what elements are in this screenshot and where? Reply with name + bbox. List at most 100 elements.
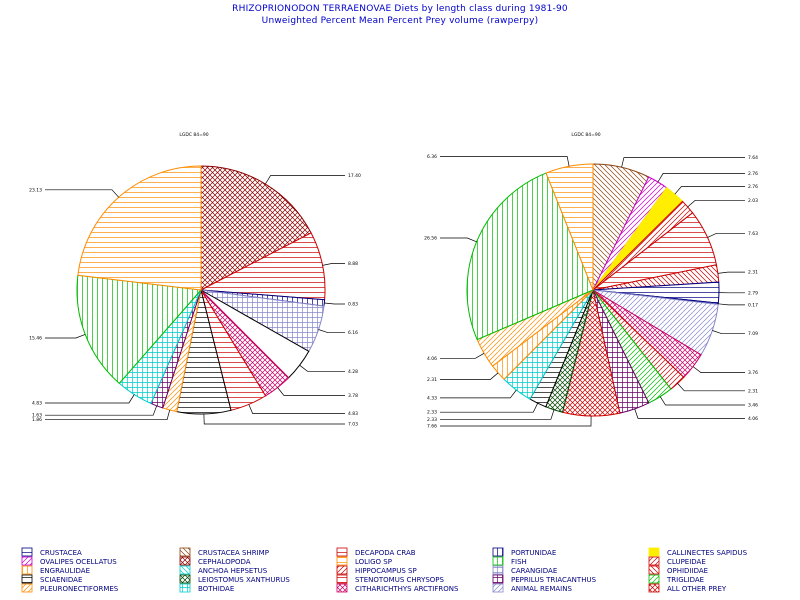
- leader-line: [277, 387, 345, 396]
- pie-title: LGDC 84=90: [571, 132, 600, 138]
- legend-label: ANIMAL REMAINS: [511, 585, 572, 593]
- chart-title: RHIZOPRIONODON TERRAENOVAE Diets by leng…: [232, 4, 568, 14]
- legend-label: TRIGLIDAE: [666, 576, 704, 584]
- legend-swatch: [648, 565, 660, 575]
- legend-label: STENOTOMUS CHRYSOPS: [355, 576, 445, 584]
- slice-value-label: 0.83: [348, 302, 358, 308]
- legend-item-hippocampus-sp: HIPPOCAMPUS SP: [336, 565, 417, 575]
- slice-value-label: 3.46: [748, 403, 758, 409]
- leader-line: [322, 263, 345, 266]
- legend-swatch: [21, 583, 33, 593]
- legend-item-loligo-sp: LOLIGO SP: [336, 556, 392, 566]
- legend-item-all-other-prey: ALL OTHER PREY: [648, 583, 727, 593]
- leader-line: [440, 156, 570, 167]
- legend-item-cephalopoda: CEPHALOPODA: [179, 556, 251, 566]
- slice-value-label: 15.46: [29, 335, 42, 341]
- slice-value-label: 6.36: [427, 154, 437, 160]
- leader-line: [717, 271, 745, 274]
- leader-line: [440, 389, 517, 399]
- slice-value-label: 2.31: [748, 388, 758, 394]
- slice-value-label: 3.76: [748, 370, 758, 376]
- pie-slice-fish: [76, 274, 203, 384]
- leader-line: [45, 394, 135, 404]
- leader-line: [324, 302, 345, 305]
- slice-value-label: 7.64: [748, 155, 758, 161]
- slice-value-label: 26.56: [424, 236, 437, 242]
- slice-value-label: 4.06: [427, 356, 437, 362]
- legend-swatch: [336, 583, 348, 593]
- leader-line: [674, 186, 745, 195]
- pie-chart-right: LGDC 84=90 7.64 2.76 2.76 2.03 7.63 2.31 2.79 0.…: [424, 132, 758, 429]
- legend-label: BOTHIDAE: [198, 585, 234, 593]
- slice-value-label: 4.83: [32, 400, 42, 406]
- legend-swatch: [492, 556, 504, 566]
- legend-swatch: [492, 565, 504, 575]
- legend-swatch: [648, 556, 660, 566]
- legend-item-ovalipes-ocellatus: OVALIPES OCELLATUS: [21, 556, 117, 566]
- legend-swatch: [179, 556, 191, 566]
- slice-value-label: 2.33: [427, 410, 437, 416]
- leader-line: [687, 199, 745, 208]
- slice-value-label: 2.31: [427, 377, 437, 383]
- legend-swatch: [492, 547, 504, 557]
- legend-item-clupeidae: CLUPEIDAE: [648, 556, 706, 566]
- chart-header: RHIZOPRIONODON TERRAENOVAE Diets by leng…: [0, 3, 800, 27]
- legend-swatch: [648, 574, 660, 584]
- slice-value-label: 6.16: [348, 330, 358, 336]
- legend-item-leiostomus-xanthurus: LEIOSTOMUS XANTHURUS: [179, 574, 290, 584]
- legend: CRUSTACEA CRUSTACEA SHRIMP DECAPODA CRAB PO…: [21, 547, 748, 593]
- legend-label: OPHIDIIDAE: [667, 567, 708, 575]
- legend-item-bothidae: BOTHIDAE: [179, 583, 234, 593]
- legend-item-ophidiidae: OPHIDIIDAE: [648, 565, 708, 575]
- legend-label: PLEURONECTIFORMES: [40, 585, 119, 593]
- slice-value-label: 1.63: [32, 413, 42, 419]
- legend-item-citharichthys-arctifrons: CITHARICHTHYS ARCTIFRONS: [336, 583, 459, 593]
- leader-line: [707, 232, 745, 238]
- legend-label: CRUSTACEA: [40, 549, 82, 557]
- legend-swatch: [179, 565, 191, 575]
- leader-line: [659, 396, 745, 406]
- leader-line: [621, 157, 745, 168]
- legend-label: CRUSTACEA SHRIMP: [198, 549, 269, 557]
- legend-swatch: [336, 574, 348, 584]
- legend-label: PEPRILUS TRIACANTHUS: [511, 576, 597, 584]
- slice-value-label: 3.78: [348, 393, 358, 399]
- slice-value-label: 7.63: [748, 231, 758, 237]
- leader-line: [440, 403, 539, 413]
- legend-label: OVALIPES OCELLATUS: [40, 558, 117, 566]
- legend-item-crustacea-shrimp: CRUSTACEA SHRIMP: [179, 547, 269, 557]
- legend-item-carangidae: CARANGIDAE: [492, 565, 557, 575]
- leader-line: [440, 237, 477, 243]
- legend-label: DECAPODA CRAB: [355, 549, 416, 557]
- slice-value-label: 4.06: [748, 416, 758, 422]
- legend-swatch: [179, 583, 191, 593]
- legend-item-pleuronectiformes: PLEURONECTIFORMES: [21, 583, 119, 593]
- pie-slice-cephalopoda: [200, 165, 312, 291]
- leader-line: [299, 364, 345, 372]
- slice-value-label: 0.17: [748, 302, 758, 308]
- slice-value-label: 7.66: [427, 423, 437, 429]
- legend-item-crustacea: CRUSTACEA: [21, 547, 82, 557]
- pie-title: LGDC 84=90: [179, 132, 208, 138]
- leader-line: [440, 352, 485, 359]
- leader-line: [657, 173, 745, 183]
- legend-label: CALLINECTES SAPIDUS: [667, 549, 748, 557]
- legend-item-animal-remains: ANIMAL REMAINS: [492, 583, 572, 593]
- legend-label: LEIOSTOMUS XANTHURUS: [198, 576, 290, 584]
- leader-line: [677, 383, 745, 392]
- legend-label: CEPHALOPODA: [198, 558, 251, 566]
- legend-swatch: [648, 547, 660, 557]
- leader-line: [45, 334, 86, 339]
- legend-swatch: [648, 583, 660, 593]
- legend-item-decapoda-crab: DECAPODA CRAB: [336, 547, 416, 557]
- legend-label: ENGRAULIDAE: [40, 567, 90, 575]
- legend-item-triglidae: TRIGLIDAE: [648, 574, 704, 584]
- leader-line: [718, 303, 745, 306]
- legend-item-anchoa-hepsetus: ANCHOA HEPSETUS: [179, 565, 268, 575]
- legend-item-stenotomus-chrysops: STENOTOMUS CHRYSOPS: [336, 574, 445, 584]
- slice-value-label: 1.86: [32, 417, 42, 423]
- legend-item-fish: FISH: [492, 556, 527, 566]
- slice-value-label: 2.76: [748, 171, 758, 177]
- legend-label: CARANGIDAE: [511, 567, 557, 575]
- legend-swatch: [336, 556, 348, 566]
